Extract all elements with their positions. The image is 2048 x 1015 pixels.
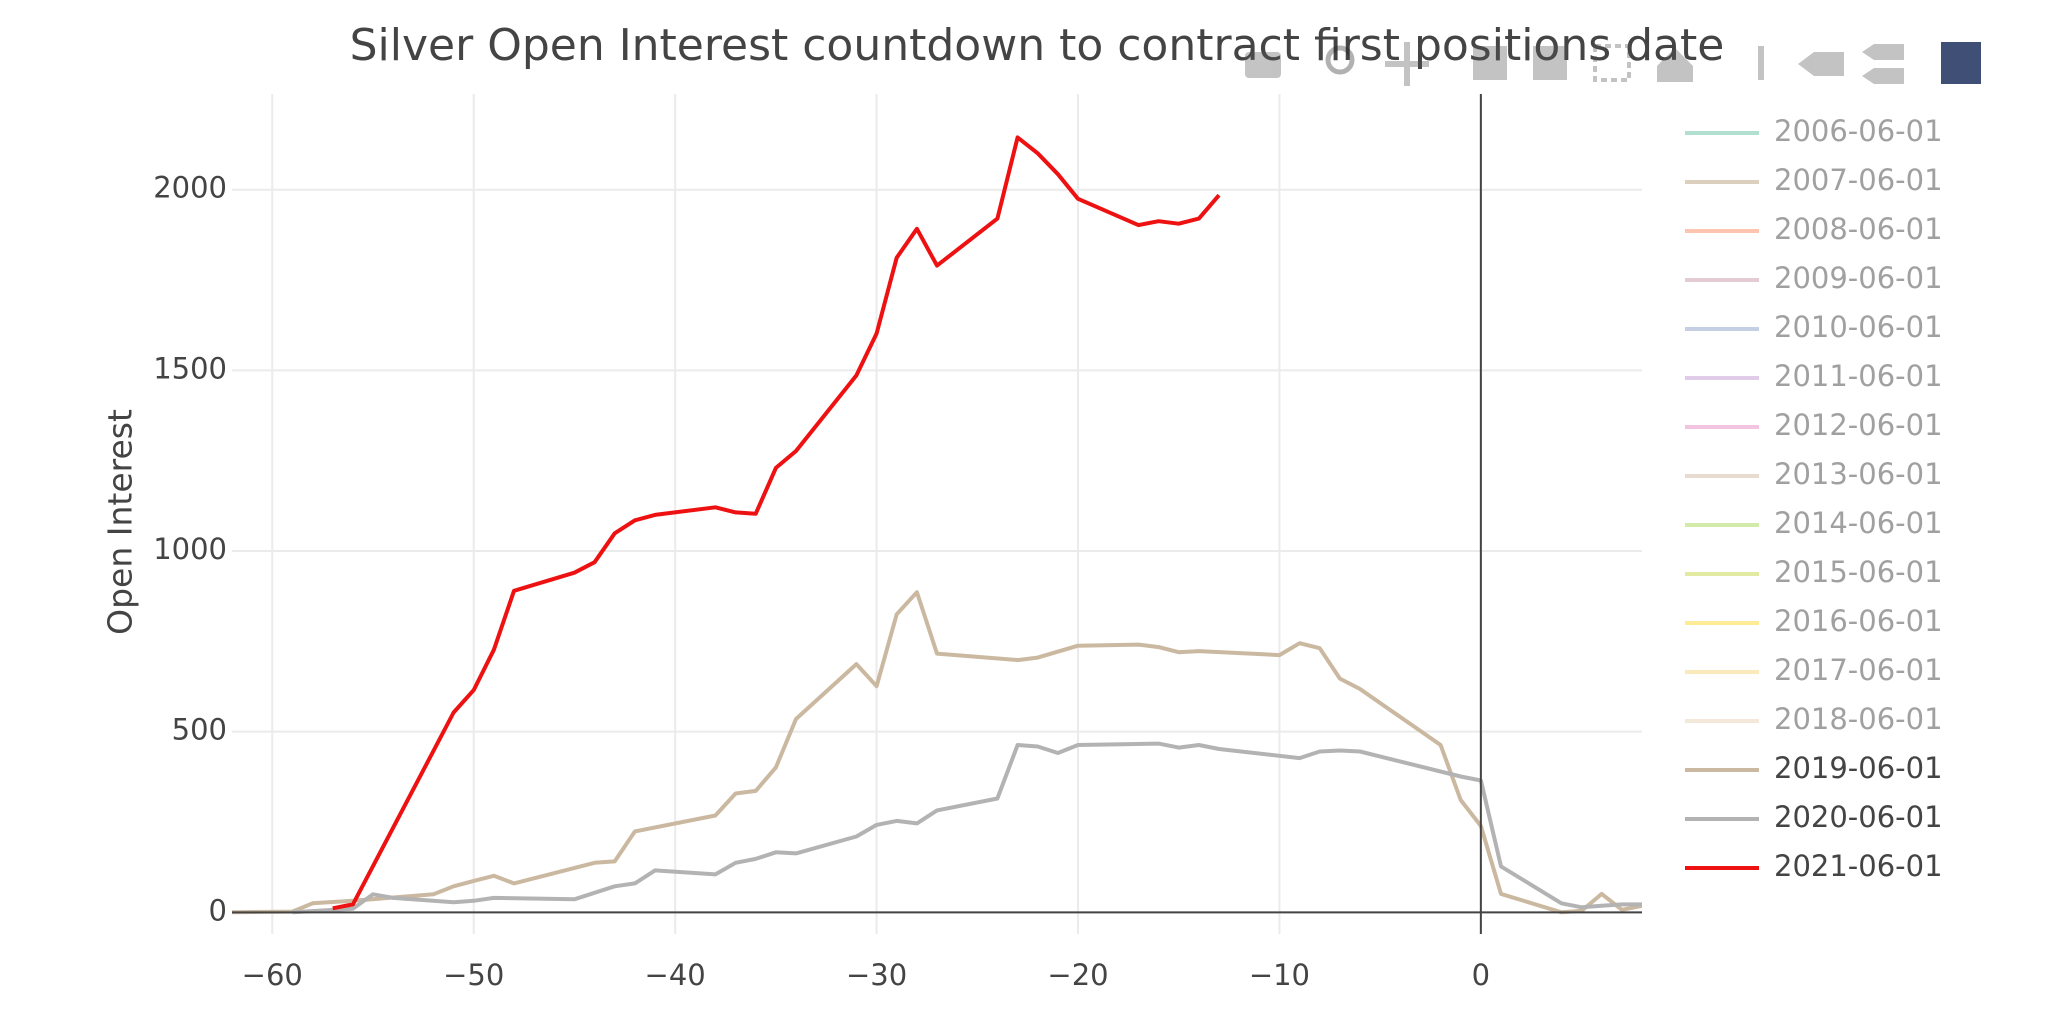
chart-title: Silver Open Interest countdown to contra… [350, 20, 1725, 71]
legend-item[interactable]: 2011-06-01 [1685, 359, 1943, 393]
legend-label: 2006-06-01 [1774, 114, 1943, 148]
x-tick-label: 0 [1472, 958, 1490, 992]
y-tick-label: 1000 [153, 532, 227, 566]
legend-label: 2020-06-01 [1774, 800, 1943, 834]
legend-item[interactable]: 2017-06-01 [1685, 653, 1943, 687]
legend-item[interactable]: 2016-06-01 [1685, 604, 1943, 638]
legend-label: 2011-06-01 [1774, 359, 1943, 393]
legend-label: 2007-06-01 [1774, 163, 1943, 197]
zoom-out-button[interactable] [1533, 46, 1567, 80]
legend-item[interactable]: 2014-06-01 [1685, 506, 1943, 540]
legend-label: 2016-06-01 [1774, 604, 1943, 638]
legend-label: 2010-06-01 [1774, 310, 1943, 344]
legend-label: 2017-06-01 [1774, 653, 1943, 687]
x-tick-label: −50 [443, 958, 504, 992]
legend-item[interactable]: 2021-06-01 [1685, 849, 1943, 883]
zoom-in-button[interactable] [1473, 46, 1507, 80]
grid [232, 94, 1642, 934]
legend-item[interactable]: 2020-06-01 [1685, 800, 1943, 834]
hover-compare-button[interactable] [1862, 44, 1904, 84]
legend-item[interactable]: 2007-06-01 [1685, 163, 1943, 197]
zoom-button[interactable] [1325, 45, 1355, 75]
legend-item[interactable]: 2015-06-01 [1685, 555, 1943, 589]
legend-label: 2014-06-01 [1774, 506, 1943, 540]
legend-label: 2009-06-01 [1774, 261, 1943, 295]
legend-item[interactable]: 2012-06-01 [1685, 408, 1943, 442]
legend-label: 2012-06-01 [1774, 408, 1943, 442]
legend-item[interactable]: 2018-06-01 [1685, 702, 1943, 736]
x-tick-label: −30 [846, 958, 907, 992]
x-tick-label: −10 [1249, 958, 1310, 992]
pan-button[interactable] [1385, 42, 1429, 86]
plot-lines [232, 94, 1642, 934]
legend-item[interactable]: 2009-06-01 [1685, 261, 1943, 295]
x-tick-label: −20 [1047, 958, 1108, 992]
x-tick-label: −40 [645, 958, 706, 992]
reset-button[interactable] [1657, 48, 1693, 82]
legend-label: 2013-06-01 [1774, 457, 1943, 491]
autoscale-button[interactable] [1593, 44, 1631, 82]
y-axis-title: Open Interest [101, 409, 140, 635]
legend-item[interactable]: 2008-06-01 [1685, 212, 1943, 246]
series-line [332, 135, 1221, 911]
legend-item[interactable]: 2019-06-01 [1685, 751, 1943, 785]
spike-button[interactable] [1758, 46, 1764, 80]
plotly-logo[interactable] [1941, 42, 1981, 84]
legend-item[interactable]: 2010-06-01 [1685, 310, 1943, 344]
series-line [292, 741, 1642, 915]
hover-closest-button[interactable] [1798, 52, 1844, 76]
legend-label: 2019-06-01 [1774, 751, 1943, 785]
legend-label: 2015-06-01 [1774, 555, 1943, 589]
modebar [1245, 42, 1904, 86]
legend: 2006-06-01 2007-06-01 2008-06-01 2009-06-01… [1685, 114, 1943, 883]
y-tick-label: 1500 [153, 351, 227, 385]
y-tick-label: 2000 [153, 171, 227, 205]
x-tick-label: −60 [242, 958, 303, 992]
legend-label: 2021-06-01 [1774, 849, 1943, 883]
y-tick-label: 500 [172, 713, 227, 747]
legend-label: 2018-06-01 [1774, 702, 1943, 736]
legend-item[interactable]: 2006-06-01 [1685, 114, 1943, 148]
series-line [232, 590, 1642, 915]
camera-button[interactable] [1245, 52, 1281, 78]
legend-label: 2008-06-01 [1774, 212, 1943, 246]
legend-item[interactable]: 2013-06-01 [1685, 457, 1943, 491]
y-tick-label: 0 [209, 893, 227, 927]
